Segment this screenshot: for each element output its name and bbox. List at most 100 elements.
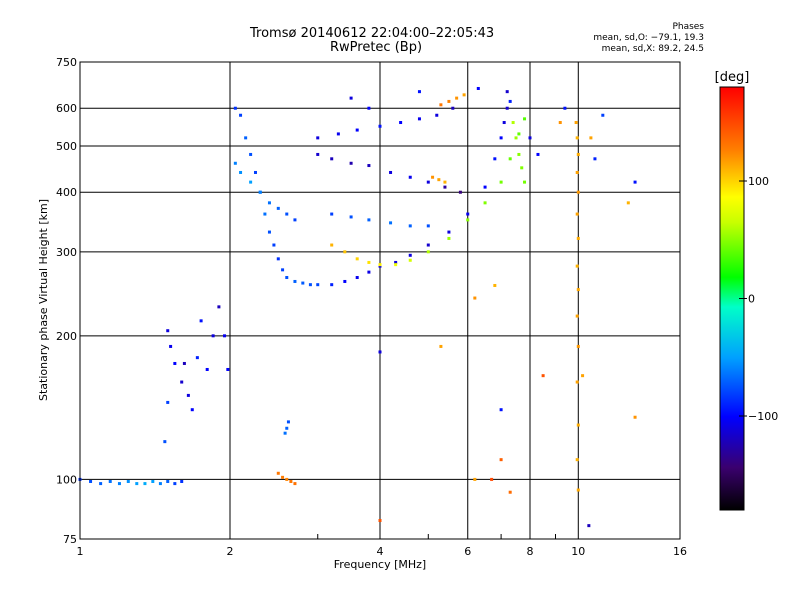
data-point xyxy=(367,106,371,110)
data-point xyxy=(508,157,512,161)
data-point xyxy=(108,479,112,483)
data-point xyxy=(483,185,487,189)
data-point xyxy=(563,106,567,110)
data-point xyxy=(89,479,93,483)
data-point xyxy=(523,180,527,184)
data-point xyxy=(233,161,237,165)
data-point xyxy=(473,477,477,481)
data-point xyxy=(186,393,190,397)
y-tick-label: 500 xyxy=(56,140,77,153)
data-point xyxy=(575,136,579,140)
data-point xyxy=(239,113,243,117)
colorbar-tick-label: 100 xyxy=(748,175,769,188)
data-point xyxy=(490,477,494,481)
data-point xyxy=(195,356,199,360)
data-point xyxy=(426,180,430,184)
grid xyxy=(80,62,680,539)
data-point xyxy=(408,224,412,228)
phase-stats: Phases mean, sd,O: −79.1, 19.3 mean, sd,… xyxy=(593,22,704,55)
data-point xyxy=(431,175,435,179)
data-point xyxy=(249,152,253,156)
data-point xyxy=(286,420,290,424)
data-point xyxy=(514,136,518,140)
data-point xyxy=(293,279,297,283)
data-point xyxy=(541,374,545,378)
data-point xyxy=(166,479,170,483)
data-point xyxy=(281,268,285,272)
data-point xyxy=(276,471,280,475)
colorbar-label: [deg] xyxy=(715,70,750,85)
data-point xyxy=(99,482,103,486)
data-point xyxy=(576,423,580,427)
data-point xyxy=(589,136,593,140)
data-point xyxy=(182,361,186,365)
y-tick-label: 200 xyxy=(56,330,77,343)
data-point xyxy=(316,283,320,287)
data-point xyxy=(575,458,579,462)
data-point xyxy=(349,161,353,165)
data-point xyxy=(151,479,155,483)
data-point xyxy=(576,288,580,292)
chart-title: Tromsø 20140612 22:04:00–22:05:43 xyxy=(250,26,495,41)
data-point xyxy=(493,283,497,287)
x-tick-label: 1 xyxy=(77,545,84,558)
data-point xyxy=(576,152,580,156)
data-point xyxy=(285,212,289,216)
data-point xyxy=(426,224,430,228)
data-point xyxy=(389,170,393,174)
data-point xyxy=(293,482,297,486)
data-point xyxy=(576,236,580,240)
data-point xyxy=(558,121,562,125)
data-point xyxy=(283,431,287,435)
data-point xyxy=(330,212,334,216)
plot-frame xyxy=(79,61,681,540)
data-point xyxy=(355,128,359,132)
data-point xyxy=(349,96,353,100)
y-tick-label: 75 xyxy=(63,533,77,546)
colorbar-ticks: 100 0 −100 xyxy=(739,175,778,423)
data-point xyxy=(505,106,509,110)
data-point xyxy=(276,257,280,261)
y-axis-label: Stationary phase Virtual Height [km] xyxy=(37,199,50,401)
data-point xyxy=(633,415,637,419)
data-point xyxy=(126,479,130,483)
data-point xyxy=(258,190,262,194)
data-point xyxy=(626,201,630,205)
data-point xyxy=(466,218,470,222)
phase-stats-x: mean, sd,X: 89.2, 24.5 xyxy=(601,44,704,54)
data-point xyxy=(458,190,462,194)
data-point xyxy=(455,96,459,100)
data-point xyxy=(217,305,221,309)
x-tick-label: 6 xyxy=(464,545,471,558)
data-point xyxy=(316,136,320,140)
data-point xyxy=(443,185,447,189)
data-point xyxy=(447,236,451,240)
data-point xyxy=(173,482,177,486)
data-point xyxy=(520,166,524,170)
data-point xyxy=(493,157,497,161)
y-tick-label: 600 xyxy=(56,102,77,115)
data-point xyxy=(394,263,398,267)
data-point xyxy=(378,124,382,128)
data-point xyxy=(417,117,421,121)
data-point xyxy=(581,374,585,378)
data-point xyxy=(394,260,398,264)
data-point xyxy=(476,86,480,90)
data-point xyxy=(408,253,412,257)
data-point xyxy=(233,106,237,110)
data-point xyxy=(451,106,455,110)
data-point xyxy=(199,319,203,323)
y-tick-label: 400 xyxy=(56,186,77,199)
data-point xyxy=(508,490,512,494)
data-point xyxy=(180,479,184,483)
data-point xyxy=(408,175,412,179)
data-point xyxy=(285,477,289,481)
data-point xyxy=(499,136,503,140)
data-point xyxy=(435,113,439,117)
data-point xyxy=(143,482,147,486)
axis-ticks: 1 2 4 6 8 10 16 75 100 200 300 400 500 600 750 xyxy=(56,56,687,558)
data-point xyxy=(244,136,248,140)
data-point xyxy=(523,117,527,121)
data-point xyxy=(601,113,605,117)
data-point xyxy=(378,350,382,354)
